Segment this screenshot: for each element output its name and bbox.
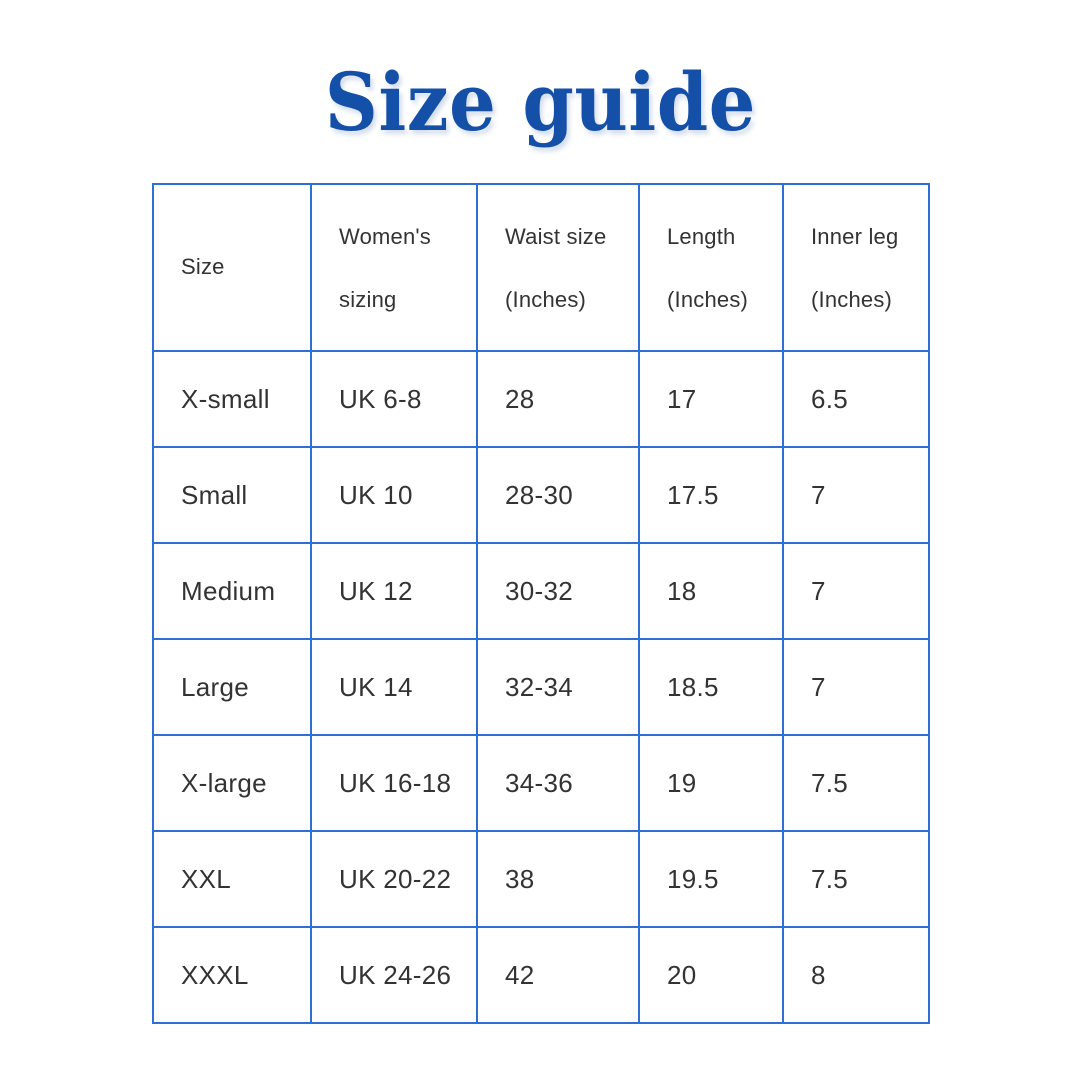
table-row: Medium UK 12 30-32 18 7 (152, 542, 930, 640)
cell-length: 18.5 (638, 638, 784, 736)
cell-waist: 28-30 (476, 446, 640, 544)
cell-womens-sizing: UK 12 (310, 542, 478, 640)
column-header-waist-size: Waist size (Inches) (476, 183, 640, 352)
column-header-size-line1: Size (181, 254, 225, 280)
cell-inner-leg: 7 (782, 638, 930, 736)
cell-waist: 28 (476, 350, 640, 448)
cell-size: Medium (152, 542, 312, 640)
cell-inner-leg: 6.5 (782, 350, 930, 448)
cell-size: Small (152, 446, 312, 544)
size-chart-container: Size Women's sizing Waist size (Inches) … (152, 183, 930, 1024)
size-chart-table: Size Women's sizing Waist size (Inches) … (152, 183, 930, 1024)
cell-size: X-small (152, 350, 312, 448)
cell-womens-sizing: UK 16-18 (310, 734, 478, 832)
column-header-length: Length (Inches) (638, 183, 784, 352)
column-header-size: Size (152, 183, 312, 352)
cell-inner-leg: 7.5 (782, 734, 930, 832)
cell-womens-sizing: UK 20-22 (310, 830, 478, 928)
page-title-container: Size guide (0, 58, 1080, 146)
cell-waist: 42 (476, 926, 640, 1024)
column-header-inner-leg-line1: Inner leg (811, 223, 899, 249)
column-header-womens-sizing: Women's sizing (310, 183, 478, 352)
cell-size: X-large (152, 734, 312, 832)
cell-inner-leg: 7 (782, 446, 930, 544)
cell-waist: 34-36 (476, 734, 640, 832)
cell-waist: 30-32 (476, 542, 640, 640)
column-header-length-line2: (Inches) (667, 286, 749, 312)
cell-length: 18 (638, 542, 784, 640)
column-header-waist-size-line2: (Inches) (505, 286, 587, 312)
table-row: Small UK 10 28-30 17.5 7 (152, 446, 930, 544)
cell-length: 20 (638, 926, 784, 1024)
table-row: X-large UK 16-18 34-36 19 7.5 (152, 734, 930, 832)
cell-womens-sizing: UK 24-26 (310, 926, 478, 1024)
table-row: XXXL UK 24-26 42 20 8 (152, 926, 930, 1024)
column-header-womens-sizing-line2: sizing (339, 286, 397, 312)
cell-inner-leg: 8 (782, 926, 930, 1024)
column-header-womens-sizing-line1: Women's (339, 223, 431, 249)
cell-inner-leg: 7.5 (782, 830, 930, 928)
cell-length: 19.5 (638, 830, 784, 928)
cell-waist: 38 (476, 830, 640, 928)
table-header-row: Size Women's sizing Waist size (Inches) … (152, 183, 930, 352)
cell-length: 17 (638, 350, 784, 448)
cell-waist: 32-34 (476, 638, 640, 736)
page-title: Size guide (324, 55, 756, 149)
column-header-length-line1: Length (667, 223, 736, 249)
table-row: Large UK 14 32-34 18.5 7 (152, 638, 930, 736)
table-header: Size Women's sizing Waist size (Inches) … (152, 183, 930, 352)
cell-size: XXXL (152, 926, 312, 1024)
cell-size: XXL (152, 830, 312, 928)
cell-length: 17.5 (638, 446, 784, 544)
cell-womens-sizing: UK 14 (310, 638, 478, 736)
column-header-inner-leg-line2: (Inches) (811, 286, 893, 312)
cell-womens-sizing: UK 10 (310, 446, 478, 544)
column-header-waist-size-line1: Waist size (505, 223, 607, 249)
column-header-inner-leg: Inner leg (Inches) (782, 183, 930, 352)
table-body: X-small UK 6-8 28 17 6.5 Small UK 10 28-… (152, 350, 930, 1024)
cell-inner-leg: 7 (782, 542, 930, 640)
table-row: XXL UK 20-22 38 19.5 7.5 (152, 830, 930, 928)
table-row: X-small UK 6-8 28 17 6.5 (152, 350, 930, 448)
cell-size: Large (152, 638, 312, 736)
cell-length: 19 (638, 734, 784, 832)
cell-womens-sizing: UK 6-8 (310, 350, 478, 448)
